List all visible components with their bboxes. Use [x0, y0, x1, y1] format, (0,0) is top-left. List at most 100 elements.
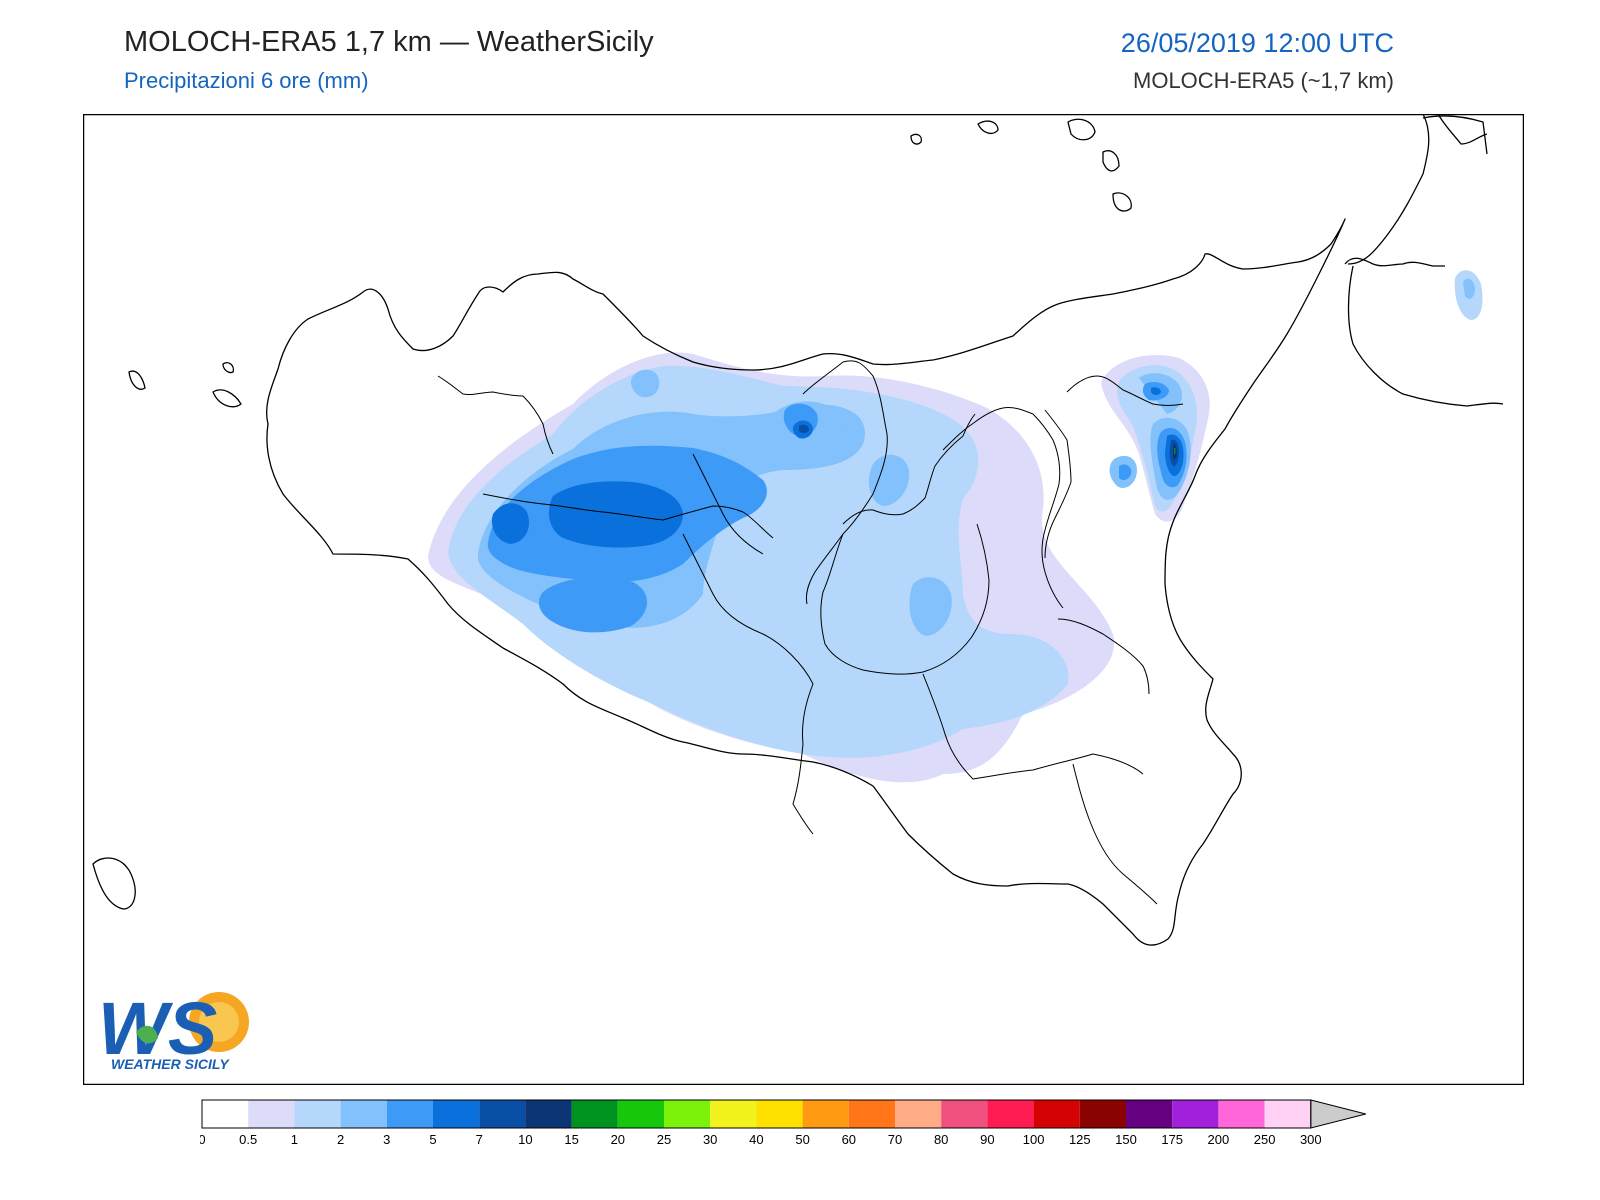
colorbar-outline: [201, 1099, 1312, 1129]
boundary-trapani-palermo: [437, 375, 554, 455]
colorbar-swatch: [756, 1100, 803, 1128]
colorbar-swatch: [710, 1100, 757, 1128]
island-salina: [1067, 118, 1096, 141]
logo-letters: WS: [98, 987, 217, 1070]
boundary-catania-ragusa: [922, 673, 1144, 780]
precip-area-etna-15: [1174, 448, 1176, 454]
valid-datetime: 26/05/2019 12:00 UTC: [1120, 28, 1394, 58]
colorbar-swatch: [525, 1100, 572, 1128]
boundary-messina-catania: [1066, 375, 1184, 406]
colorbar-swatch: [664, 1100, 711, 1128]
boundary-enna-catania: [942, 407, 1064, 609]
colorbar-swatch: [340, 1100, 387, 1128]
boundary-ragusa-siracusa: [1072, 763, 1158, 905]
precip-area-5: [548, 481, 683, 548]
precip-area-2e: [631, 369, 660, 398]
colorbar-swatch: [941, 1100, 988, 1128]
precip-area-5b: [491, 503, 530, 544]
precip-area-5d: [799, 424, 809, 434]
colorbar-tick-label: 25: [657, 1132, 671, 1147]
island-alicudi: [977, 120, 999, 135]
colorbar-tick-label: 2: [337, 1132, 344, 1147]
colorbar-swatch: [1079, 1100, 1126, 1128]
colorbar-tick-label: 5: [429, 1132, 436, 1147]
map-subtitle: Precipitazioni 6 ore (mm): [124, 68, 369, 93]
colorbar-swatch: [987, 1100, 1034, 1128]
colorbar-swatch: [386, 1100, 433, 1128]
boundary-palermo-caltanissetta: [802, 360, 888, 605]
boundary-palermo-enna-west: [692, 453, 764, 555]
colorbar-tick-label: 20: [611, 1132, 625, 1147]
boundary-catania-siracusa: [1057, 618, 1150, 695]
colorbar-tick-label: 1: [291, 1132, 298, 1147]
colorbar-swatch: [848, 1100, 895, 1128]
colorbar-tick-label: 100: [1023, 1132, 1045, 1147]
colorbar-tick-label: 3: [383, 1132, 390, 1147]
boundary-agrigento-caltanissetta: [682, 533, 814, 835]
precip-area-calabria-2: [1463, 278, 1475, 299]
colorbar-swatch: [895, 1100, 942, 1128]
map-frame: [83, 114, 1524, 1085]
sicily-coastline: [266, 218, 1346, 946]
coastlines: [92, 114, 1504, 946]
colorbar-swatch: [1126, 1100, 1173, 1128]
colorbar-swatch: [1264, 1100, 1311, 1128]
island-egadi-3: [222, 362, 235, 374]
precip-area-3b: [538, 577, 648, 633]
colorbar-tick-label: 40: [749, 1132, 763, 1147]
colorbar-tick-label: 90: [980, 1132, 994, 1147]
colorbar-swatch: [1172, 1100, 1219, 1128]
colorbar-swatch: [1033, 1100, 1080, 1128]
colorbar-tick-label: 10: [518, 1132, 532, 1147]
boundary-enna-south: [820, 523, 990, 675]
colorbar-swatch: [617, 1100, 664, 1128]
model-label: MOLOCH-ERA5 (~1,7 km): [1133, 68, 1394, 93]
colorbar-tick-label: 60: [842, 1132, 856, 1147]
colorbar-tick-label: 70: [888, 1132, 902, 1147]
colorbar-swatch: [479, 1100, 526, 1128]
precipitation-map: [83, 114, 1524, 1085]
colorbar-swatch: [1218, 1100, 1265, 1128]
colorbar-tick-label: 300: [1300, 1132, 1322, 1147]
weather-sicily-logo: WS: [98, 987, 249, 1070]
colorbar-tick-label: 125: [1069, 1132, 1091, 1147]
logo-leaf: [136, 1025, 158, 1044]
colorbar-tick-label: 7: [476, 1132, 483, 1147]
precipitation-colorbar: 0 0.5 1 2 3 5 7 10 15 20 25 30 40 50 60 70 80 90 100 125 150…: [200, 1099, 1366, 1147]
colorbar-swatch: [571, 1100, 618, 1128]
map-title: MOLOCH-ERA5 1,7 km — WeatherSicily: [124, 26, 654, 58]
colorbar-tick-label: 15: [564, 1132, 578, 1147]
island-vulcano: [1112, 192, 1132, 212]
boundary-caltanissetta-enna: [842, 413, 976, 525]
colorbar-swatch: [202, 1100, 249, 1128]
island-pantelleria: [92, 857, 136, 910]
colorbar-swatch: [248, 1100, 295, 1128]
island-ustica: [910, 133, 923, 145]
island-egadi-1: [128, 370, 146, 390]
logo-label: WEATHER SICILY: [111, 1056, 229, 1072]
colorbar-tick-label: 30: [703, 1132, 717, 1147]
colorbar-tick-label: 200: [1208, 1132, 1230, 1147]
island-egadi-2: [212, 389, 242, 408]
colorbar-tick-label: 80: [934, 1132, 948, 1147]
colorbar-swatch: [802, 1100, 849, 1128]
precip-area-2d: [909, 577, 952, 636]
colorbar-swatch: [294, 1100, 341, 1128]
colorbar-swatch: [433, 1100, 480, 1128]
boundary-messina-enna: [1044, 409, 1072, 559]
province-boundaries: [437, 360, 1184, 905]
colorbar-tick-label: 0.5: [239, 1132, 257, 1147]
precip-area-2c: [868, 454, 910, 506]
precipitation-field: [428, 270, 1483, 783]
colorbar-tick-label: 50: [795, 1132, 809, 1147]
colorbar-tick-label: 250: [1254, 1132, 1276, 1147]
island-lipari: [1102, 150, 1120, 172]
calabria-coast: [1344, 114, 1504, 407]
calabria-coast-upper: [1437, 114, 1488, 145]
colorbar-tick-label: 175: [1161, 1132, 1183, 1147]
colorbar-tick-label: 0: [200, 1132, 206, 1147]
colorbar-extend-arrow: [1310, 1099, 1366, 1129]
island-stromboli: [1422, 115, 1488, 155]
colorbar-tick-label: 150: [1115, 1132, 1137, 1147]
boundary-palermo-agrigento: [482, 493, 774, 539]
